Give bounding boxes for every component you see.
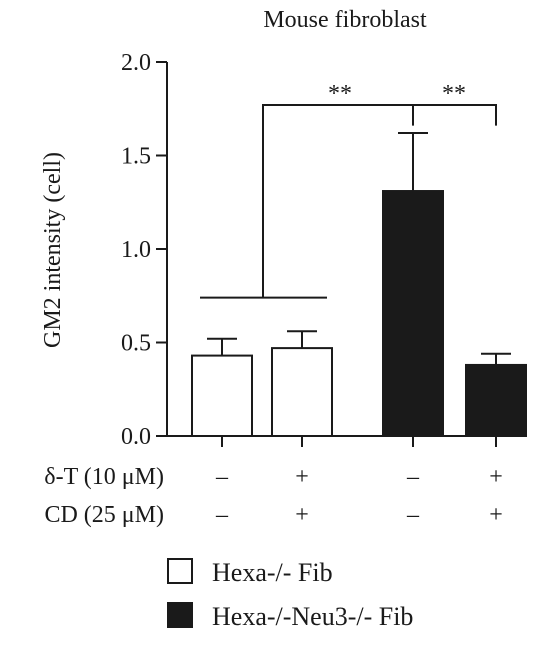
y-tick-label: 0.5	[121, 331, 151, 357]
condition-value: –	[215, 502, 229, 528]
y-tick-label: 1.5	[121, 144, 151, 170]
bar	[191, 354, 253, 437]
plot-area: 0.0 0.5 1.0 1.5 2.0 ** **	[121, 50, 527, 450]
condition-value: –	[215, 464, 229, 490]
legend-swatch	[167, 558, 193, 584]
significance-bracket	[262, 104, 414, 298]
y-tick-label: 2.0	[121, 50, 151, 76]
condition-label: CD (25 μM)	[44, 502, 164, 528]
significance-label: **	[328, 81, 352, 107]
chart-title: Mouse fibroblast	[263, 7, 427, 33]
condition-value: –	[406, 502, 420, 528]
y-tick-label: 1.0	[121, 237, 151, 263]
condition-label: δ-T (10 μM)	[44, 464, 164, 490]
legend-label: Hexa-/- Fib	[212, 558, 333, 587]
condition-value: +	[295, 464, 309, 490]
significance-bracket	[413, 104, 497, 126]
legend: Hexa-/- Fib Hexa-/-Neu3-/- Fib	[167, 558, 413, 631]
condition-value: +	[295, 502, 309, 528]
bar	[382, 190, 444, 437]
legend-label: Hexa-/-Neu3-/- Fib	[212, 602, 413, 631]
condition-table: δ-T (10 μM) – + – + CD (25 μM) – + – +	[44, 464, 502, 528]
condition-value: –	[406, 464, 420, 490]
bar	[271, 347, 333, 437]
condition-value: +	[489, 464, 503, 490]
significance-label: **	[442, 81, 466, 107]
bar	[465, 363, 527, 437]
y-axis-label: GM2 intensity (cell)	[40, 152, 66, 348]
condition-value: +	[489, 502, 503, 528]
y-tick-label: 0.0	[121, 424, 151, 450]
legend-swatch	[167, 602, 193, 628]
